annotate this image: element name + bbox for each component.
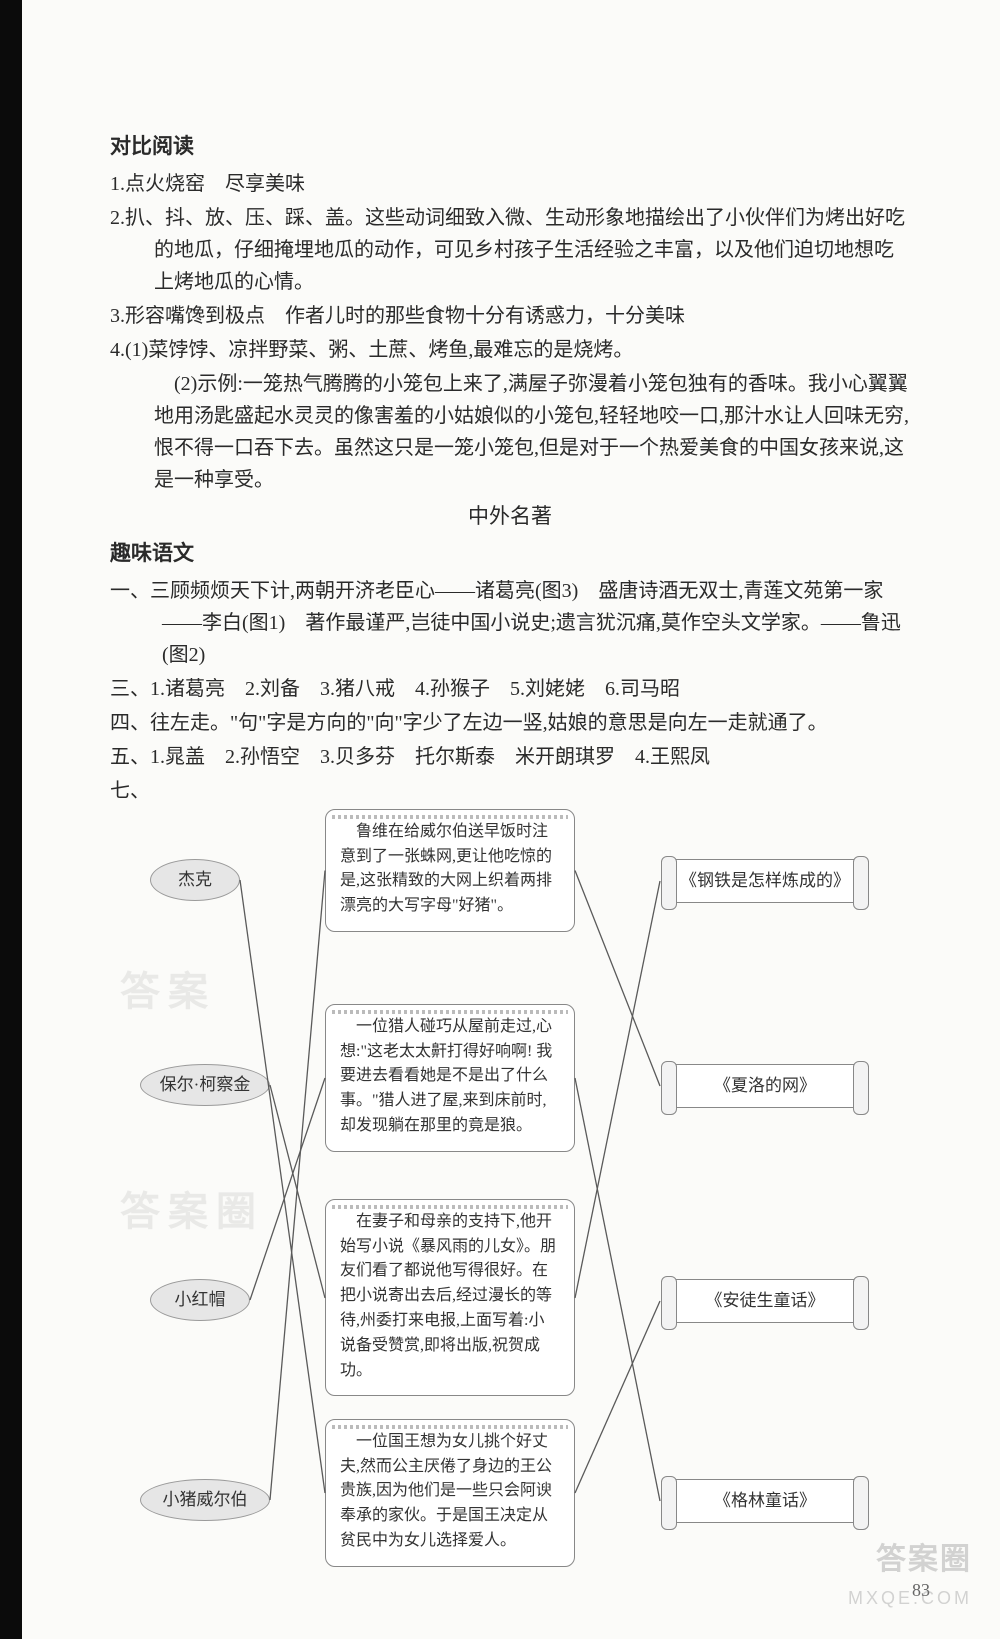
duibi-item-4a: 4.(1)菜饽饽、凉拌野菜、粥、土蔗、烤鱼,最难忘的是烧烤。 xyxy=(110,334,910,366)
oval-paul: 保尔·柯察金 xyxy=(140,1064,270,1106)
quwei-1: 一、三顾频烦天下计,两朝开济老臣心——诸葛亮(图3) 盛唐诗酒无双士,青莲文苑第… xyxy=(110,575,910,671)
midbox-m2: 一位猎人碰巧从屋前走过,心想:"这老太太鼾打得好响啊! 我要进去看看她是不是出了… xyxy=(325,1004,575,1152)
mid-title: 中外名著 xyxy=(110,500,910,534)
duibi-item-2: 2.扒、抖、放、压、踩、盖。这些动词细致入微、生动形象地描绘出了小伙伴们为烤出好… xyxy=(110,202,910,298)
section-title-duibi: 对比阅读 xyxy=(110,130,910,164)
scroll-b4: 《格林童话》 xyxy=(670,1479,860,1523)
scroll-b3: 《安徒生童话》 xyxy=(670,1279,860,1323)
oval-red: 小红帽 xyxy=(150,1279,250,1321)
oval-wilbur: 小猪威尔伯 xyxy=(140,1479,270,1521)
quwei-5: 五、1.晁盖 2.孙悟空 3.贝多芬 托尔斯泰 米开朗琪罗 4.王熙凤 xyxy=(110,741,910,773)
watermark-line2: MXQE.COM xyxy=(848,1584,972,1613)
scan-edge xyxy=(0,0,22,1639)
midbox-m3: 在妻子和母亲的支持下,他开始写小说《暴风雨的儿女》。朋友们看了都说他写得很好。在… xyxy=(325,1199,575,1397)
matching-diagram: 杰克保尔·柯察金小红帽小猪威尔伯 鲁维在给威尔伯送早饭时注意到了一张蛛网,更让他… xyxy=(140,809,900,1579)
oval-jack: 杰克 xyxy=(150,859,240,901)
quwei-7: 七、 xyxy=(110,775,910,807)
midbox-m4: 一位国王想为女儿挑个好丈夫,然而公主厌倦了身边的王公贵族,因为他们是一些只会阿谀… xyxy=(325,1419,575,1567)
scroll-b1: 《钢铁是怎样炼成的》 xyxy=(670,859,860,903)
quwei-3: 三、1.诸葛亮 2.刘备 3.猪八戒 4.孙猴子 5.刘姥姥 6.司马昭 xyxy=(110,673,910,705)
scroll-b2: 《夏洛的网》 xyxy=(670,1064,860,1108)
section-title-quwei: 趣味语文 xyxy=(110,537,910,571)
quwei-4: 四、往左走。"句"字是方向的"向"字少了左边一竖,姑娘的意思是向左一走就通了。 xyxy=(110,707,910,739)
page: 答案 答案圈 对比阅读 1.点火烧窑 尽享美味 2.扒、抖、放、压、踩、盖。这些… xyxy=(0,0,1000,1639)
watermark: 答案圈 MXQE.COM xyxy=(848,1536,972,1613)
duibi-item-1: 1.点火烧窑 尽享美味 xyxy=(110,168,910,200)
duibi-item-4b: (2)示例:一笼热气腾腾的小笼包上来了,满屋子弥漫着小笼包独有的香味。我小心翼翼… xyxy=(110,368,910,496)
midbox-m1: 鲁维在给威尔伯送早饭时注意到了一张蛛网,更让他吃惊的是,这张精致的大网上织着两排… xyxy=(325,809,575,932)
watermark-line1: 答案圈 xyxy=(848,1536,972,1584)
duibi-item-3: 3.形容嘴馋到极点 作者儿时的那些食物十分有诱惑力，十分美味 xyxy=(110,300,910,332)
